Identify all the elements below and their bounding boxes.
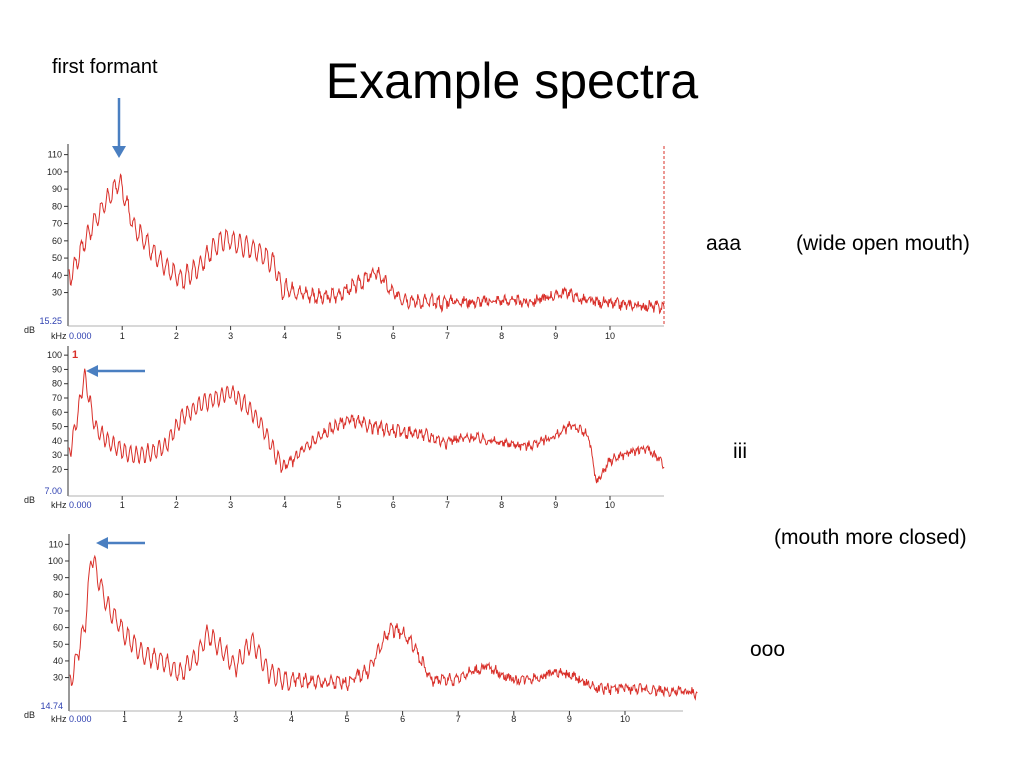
y-tick-label: 50: [52, 422, 62, 432]
y-min-readout: 15.25: [39, 316, 62, 326]
x-tick-label: 3: [228, 331, 233, 341]
y-tick-label: 80: [52, 201, 62, 211]
y-tick-label: 70: [52, 219, 62, 229]
y-tick-label: 20: [52, 464, 62, 474]
x-tick-label: 6: [400, 714, 405, 724]
x-tick-label: 3: [233, 714, 238, 724]
y-tick-label: 80: [53, 589, 63, 599]
y-tick-label: 110: [49, 539, 63, 549]
x-axis-label: kHz: [51, 714, 67, 724]
cursor-marker: 1: [72, 349, 78, 361]
x-tick-label: 2: [178, 714, 183, 724]
vowel-label-ooo: ooo: [750, 638, 786, 661]
x-tick-label: 9: [553, 331, 558, 341]
y-tick-label: 40: [53, 656, 63, 666]
x-tick-label: 9: [567, 714, 572, 724]
y-tick-label: 90: [52, 184, 62, 194]
x-tick-label: 5: [336, 331, 341, 341]
y-tick-label: 90: [52, 364, 62, 374]
vowel-label-iii: iii: [733, 440, 747, 463]
y-tick-label: 100: [47, 350, 62, 360]
x-tick-label: 10: [620, 714, 630, 724]
arrow-head: [112, 146, 126, 158]
y-tick-label: 90: [53, 573, 63, 583]
y-tick-label: 110: [48, 150, 62, 160]
spectrum-trace: [69, 554, 698, 701]
y-min-readout: 14.74: [40, 701, 63, 711]
spectrum-chart-1: 30 40 50 60 70 80 90 100 110 15.25 dB 1 2 3 4 5 6 7 8 9 10 kH…: [24, 144, 665, 341]
x-tick-label: 7: [456, 714, 461, 724]
vowel-desc-iii: (mouth more closed): [774, 526, 967, 549]
y-tick-label: 30: [52, 450, 62, 460]
y-tick-label: 40: [52, 436, 62, 446]
y-tick-label: 30: [52, 288, 62, 298]
y-tick-label: 30: [53, 673, 63, 683]
x-tick-label: 4: [282, 331, 287, 341]
x-tick-label: 8: [499, 331, 504, 341]
y-tick-label: 60: [52, 407, 62, 417]
y-tick-label: 100: [48, 556, 63, 566]
y-tick-label: 50: [53, 639, 63, 649]
x-tick-label: 1: [120, 500, 125, 510]
y-tick-label: 60: [53, 623, 63, 633]
y-tick-label: 100: [47, 167, 62, 177]
x-tick-label: 5: [336, 500, 341, 510]
spectrum-trace: [68, 173, 665, 315]
x-tick-label: 7: [445, 331, 450, 341]
x-tick-label: 8: [511, 714, 516, 724]
y-axis-label: dB: [24, 325, 35, 335]
slide-title: Example spectra: [325, 53, 699, 109]
x-tick-label: 7: [445, 500, 450, 510]
y-tick-label: 70: [52, 393, 62, 403]
y-tick-label: 50: [52, 253, 62, 263]
x-tick-label: 10: [605, 331, 615, 341]
x-tick-label: 6: [391, 331, 396, 341]
x-tick-label: 1: [120, 331, 125, 341]
x-axis-label: kHz: [51, 500, 67, 510]
y-tick-label: 40: [52, 270, 62, 280]
y-tick-label: 60: [52, 236, 62, 246]
spectrum-chart-3: 30 40 50 60 70 80 90 100 110 14.74 dB 1 2 3 4 5 6 7 8 9 10 kH…: [24, 534, 698, 724]
x-tick-label: 10: [605, 500, 615, 510]
x-tick-label: 2: [174, 331, 179, 341]
arrow-head: [86, 365, 98, 377]
x-tick-label: 2: [174, 500, 179, 510]
vowel-desc-aaa: (wide open mouth): [796, 232, 970, 255]
arrow-head: [96, 537, 108, 549]
first-formant-label: first formant: [52, 56, 158, 78]
spectrum-chart-2: 20 30 40 50 60 70 80 90 100 7.00 dB 1 2 3 4 5 6 7 8 9 10 kHz 0…: [24, 346, 665, 510]
x-start-readout: 0.000: [69, 714, 92, 724]
y-axis-label: dB: [24, 495, 35, 505]
x-tick-label: 6: [391, 500, 396, 510]
x-tick-label: 5: [344, 714, 349, 724]
x-tick-label: 9: [553, 500, 558, 510]
x-axis-label: kHz: [51, 331, 67, 341]
x-tick-label: 4: [289, 714, 294, 724]
x-tick-label: 3: [228, 500, 233, 510]
vowel-label-aaa: aaa: [706, 232, 742, 255]
y-tick-label: 80: [52, 379, 62, 389]
x-tick-label: 8: [499, 500, 504, 510]
x-start-readout: 0.000: [69, 500, 92, 510]
y-axis-label: dB: [24, 710, 35, 720]
x-start-readout: 0.000: [69, 331, 92, 341]
x-tick-label: 4: [282, 500, 287, 510]
x-tick-label: 1: [122, 714, 127, 724]
y-min-readout: 7.00: [44, 486, 62, 496]
y-tick-label: 70: [53, 606, 63, 616]
spectrum-trace: [68, 368, 665, 484]
